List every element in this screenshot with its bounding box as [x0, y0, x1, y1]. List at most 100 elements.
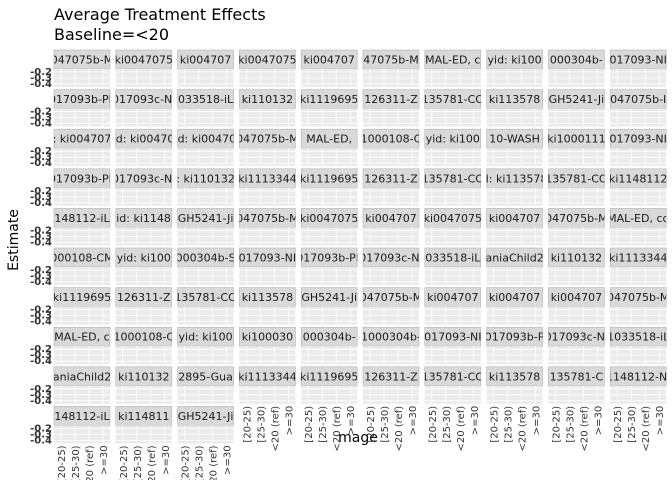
- facet-strip-label: 047075b-M: [51, 54, 113, 67]
- facet-strip-label: aniaChild2: [485, 252, 543, 265]
- facet-strip-label: 135781-CO: [174, 291, 237, 304]
- x-tick-label: >=30: [655, 406, 666, 435]
- y-tick-label: -0.2: [30, 67, 52, 78]
- facet-strip-label: d: ki113578: [482, 172, 548, 185]
- facet-strip-label: 017093b-P: [485, 331, 545, 344]
- facet-strip-label: yid: ki100: [426, 133, 480, 146]
- facet-strip-label: ki1119695: [300, 370, 358, 383]
- facet-strip-label: yid: ki100: [117, 252, 171, 265]
- facet-strip-label: ki004707: [303, 54, 354, 67]
- facet-strip-label: ki1113344: [238, 370, 296, 383]
- facet-strip-label: ki004707: [180, 54, 231, 67]
- x-tick-label: <20 (ref): [641, 406, 652, 452]
- facet-strip-label: 033518-iL: [178, 93, 234, 106]
- x-tick-label: [20-25): [551, 406, 562, 443]
- facet-strip-label: 126311-Z: [117, 291, 171, 304]
- facet-strip-label: 000304b-: [550, 54, 603, 67]
- x-tick-label: >=30: [223, 445, 234, 474]
- y-tick-label: -0.2: [30, 107, 52, 118]
- facet-strip-label: yid: ki100: [488, 54, 542, 67]
- facet-strip-label: ki004707: [489, 291, 540, 304]
- facet-strip-label: 033518-iL: [425, 252, 481, 265]
- x-tick-label: [20-25): [490, 406, 501, 443]
- y-tick-label: -0.2: [30, 423, 52, 434]
- facet-strip-label: 10-WASH: [489, 133, 540, 146]
- facet-strip-label: 135781-CO: [422, 172, 485, 185]
- facet-strip-label: 000108-CM: [50, 252, 113, 265]
- facet-strip-label: 017093c-NI: [359, 252, 422, 265]
- x-tick-label: <20 (ref): [209, 445, 220, 480]
- x-tick-label: [20-25): [57, 445, 68, 480]
- y-tick-label: -0.4: [30, 237, 52, 248]
- y-tick-label: -0.4: [30, 79, 52, 90]
- facet-strip-label: 135781-CO: [545, 172, 608, 185]
- y-tick-label: -0.3: [30, 311, 52, 322]
- facet-strip-label: 126311-Z: [364, 370, 418, 383]
- facet-strip-label: 017093-NI: [609, 133, 666, 146]
- facet-strip-label: aniaChild2: [53, 370, 111, 383]
- facet-strip-label: : ki004707: [53, 133, 112, 146]
- facet-strip-label: ki004707: [427, 291, 478, 304]
- y-tick-label: -0.3: [30, 152, 52, 163]
- y-tick-label: -0.3: [30, 192, 52, 203]
- facet-strip-label: GH5241-Ji: [178, 410, 234, 423]
- facet-strip-label: 000304b-: [303, 331, 356, 344]
- y-tick-label: -0.2: [30, 344, 52, 355]
- facet-strip-label: 1148112-Ni: [606, 370, 670, 383]
- x-tick-label: <20 (ref): [270, 406, 281, 452]
- facet-strip-label: ki1119695: [53, 291, 111, 304]
- facet-strip-label: 017093-NI: [239, 252, 296, 265]
- facet-strip-label: 017093-NI: [609, 54, 666, 67]
- y-tick-label: -0.4: [30, 317, 52, 328]
- y-tick-label: -0.2: [30, 146, 52, 157]
- x-tick-label: [25-30): [318, 406, 329, 443]
- facet-strip-label: 148112-iL: [54, 410, 110, 423]
- facet-strip-label: MAL-ED, co: [607, 212, 669, 225]
- x-tick-label: [20-25): [181, 445, 192, 480]
- facet-strip-label: 017093b-PF: [49, 93, 115, 106]
- facet-strip-label: MAL-ED,: [306, 133, 352, 146]
- x-tick-label: [25-30): [380, 406, 391, 443]
- facet-strip-label: ki110132: [242, 93, 293, 106]
- facet-strip-label: 047075b-I: [610, 93, 666, 106]
- facet-strip-label: 126311-Z: [364, 172, 418, 185]
- x-tick-label: >=30: [408, 406, 419, 435]
- facet-strip-label: 047075b-M: [607, 291, 669, 304]
- facet-strip-label: 135781-CO: [422, 93, 485, 106]
- facet-strip-label: ki110132: [551, 252, 602, 265]
- x-tick-label: [25-30): [195, 445, 206, 480]
- y-tick-label: -0.2: [30, 186, 52, 197]
- facet-strip-label: yid: ki004707: [106, 133, 181, 146]
- x-tick-label: [20-25): [242, 406, 253, 443]
- y-tick-label: -0.4: [30, 396, 52, 407]
- facet-strip-label: 017093-NI: [424, 331, 481, 344]
- facet-strip-label: ki1119695: [300, 93, 358, 106]
- y-tick-label: -0.3: [30, 429, 52, 440]
- facet-strip-label: ki1000111: [547, 133, 605, 146]
- x-tick-label: >=30: [161, 445, 172, 474]
- x-tick-label: <20 (ref): [518, 406, 529, 452]
- x-tick-label: >=30: [593, 406, 604, 435]
- facet-strip-label: ki1119695: [300, 172, 358, 185]
- facet-strip-label: GH5241-Ji: [178, 212, 234, 225]
- facet-strip-label: MAL-ED, c: [54, 331, 109, 344]
- chart-title: Average Treatment Effects: [54, 5, 266, 24]
- facet-strip-label: yid: ki11481: [110, 212, 178, 225]
- x-tick-label: <20 (ref): [456, 406, 467, 452]
- facet-strip-label: ki0047075: [115, 54, 173, 67]
- facet-strip-label: 2895-Gua: [178, 370, 233, 383]
- facet-strip-label: 047075b-M: [236, 133, 298, 146]
- facet-strip-label: 148112-iL: [54, 212, 110, 225]
- facet-strip-label: GH5241-Ji: [301, 291, 357, 304]
- y-axis-label: Estimate: [6, 209, 22, 271]
- facet-strip-label: 017093c-NI: [112, 93, 175, 106]
- facet-strip-label: ki110132: [118, 370, 169, 383]
- x-tick-label: [25-30): [565, 406, 576, 443]
- y-tick-label: -0.4: [30, 435, 52, 446]
- facet-strip-label: ki1113344: [609, 252, 667, 265]
- facet-strip-label: 1000108-C: [113, 331, 174, 344]
- y-tick-label: -0.3: [30, 350, 52, 361]
- facet-strip-label: ki004707: [551, 291, 602, 304]
- x-tick-label: [25-30): [71, 445, 82, 480]
- facet-strip-label: ki004707: [489, 212, 540, 225]
